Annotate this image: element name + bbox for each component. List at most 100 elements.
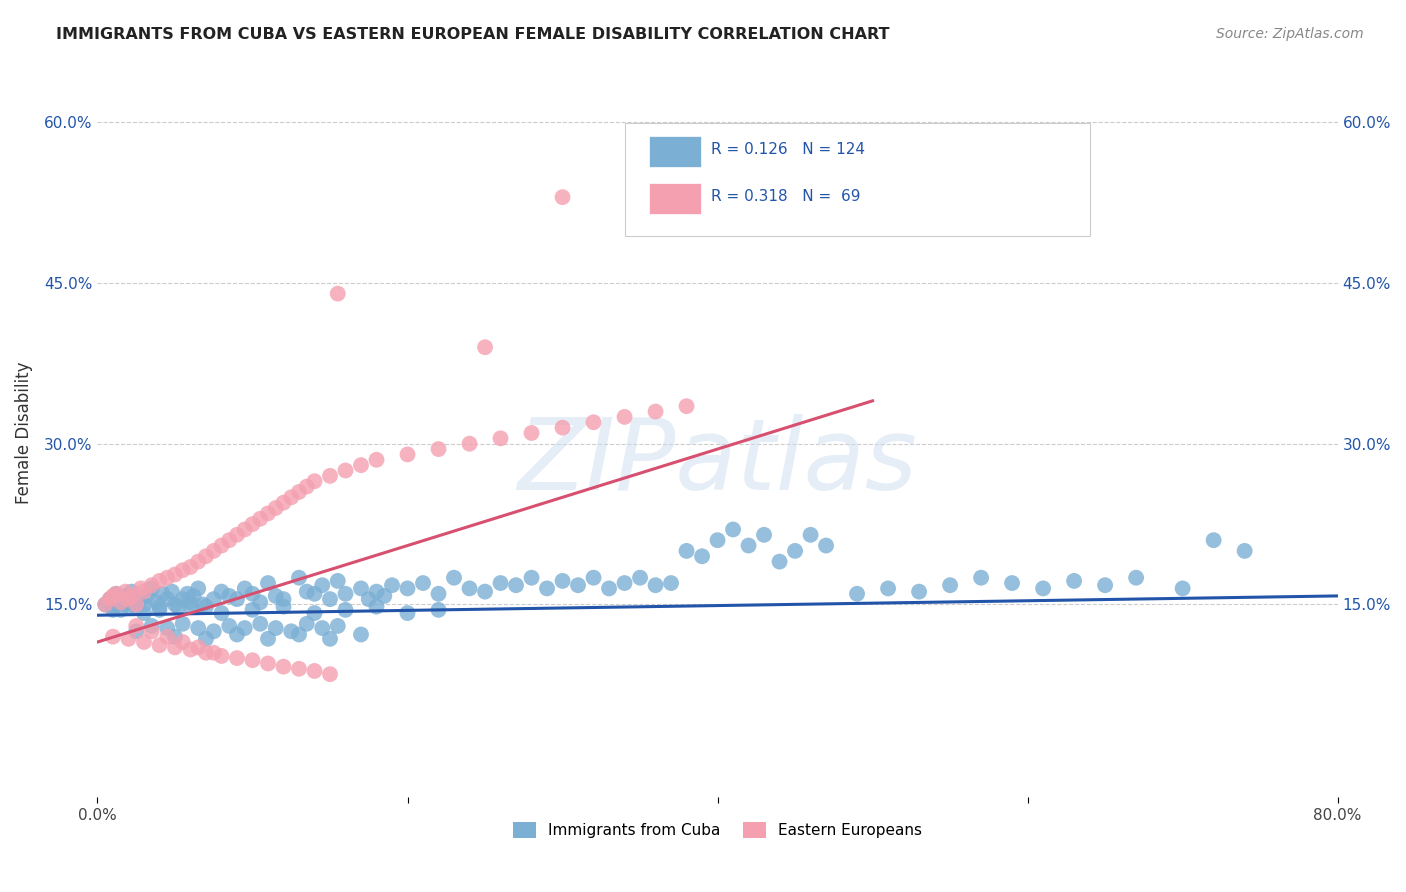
Point: [264, 589, 287, 603]
Point: [520, 425, 543, 440]
Point: [288, 662, 311, 676]
Point: [179, 595, 201, 609]
Point: [815, 539, 838, 553]
Point: [242, 603, 264, 617]
Point: [132, 598, 155, 612]
Point: [257, 507, 280, 521]
Point: [628, 571, 651, 585]
Point: [202, 544, 225, 558]
Point: [125, 599, 148, 614]
Point: [145, 595, 167, 609]
Point: [846, 587, 869, 601]
Legend: Immigrants from Cuba, Eastern Europeans: Immigrants from Cuba, Eastern Europeans: [506, 816, 928, 845]
Point: [218, 589, 240, 603]
Point: [458, 582, 481, 596]
Point: [412, 576, 434, 591]
Point: [273, 599, 295, 614]
Point: [156, 630, 179, 644]
Point: [129, 592, 152, 607]
Y-axis label: Female Disability: Female Disability: [15, 362, 32, 504]
Point: [567, 578, 589, 592]
Point: [319, 632, 342, 646]
Point: [202, 592, 225, 607]
Point: [233, 523, 256, 537]
Point: [288, 485, 311, 500]
Point: [249, 595, 271, 609]
Point: [101, 589, 124, 603]
Point: [350, 627, 373, 641]
Point: [195, 549, 218, 564]
Point: [489, 576, 512, 591]
Point: [1202, 533, 1225, 548]
Point: [172, 592, 194, 607]
Point: [335, 587, 357, 601]
Point: [396, 582, 419, 596]
Point: [551, 190, 574, 204]
Point: [1063, 574, 1085, 588]
Point: [304, 664, 326, 678]
Point: [1001, 576, 1024, 591]
Point: [163, 598, 186, 612]
Point: [257, 657, 280, 671]
Point: [121, 584, 143, 599]
FancyBboxPatch shape: [624, 123, 1090, 236]
Text: ZIPatlas: ZIPatlas: [517, 414, 918, 510]
Point: [101, 603, 124, 617]
Point: [117, 599, 139, 614]
Point: [1125, 571, 1147, 585]
Point: [326, 286, 349, 301]
Point: [295, 584, 318, 599]
Point: [366, 452, 388, 467]
Point: [273, 659, 295, 673]
Point: [396, 447, 419, 461]
Point: [179, 599, 201, 614]
Point: [257, 632, 280, 646]
Point: [148, 574, 170, 588]
Point: [381, 578, 404, 592]
Point: [211, 606, 233, 620]
Point: [582, 415, 605, 429]
Point: [613, 576, 636, 591]
Point: [613, 409, 636, 424]
Point: [1171, 582, 1194, 596]
Point: [335, 603, 357, 617]
Point: [172, 563, 194, 577]
Point: [148, 603, 170, 617]
Point: [551, 420, 574, 434]
Point: [582, 571, 605, 585]
Point: [366, 599, 388, 614]
Point: [141, 578, 163, 592]
Point: [242, 587, 264, 601]
Point: [117, 595, 139, 609]
Point: [179, 642, 201, 657]
Point: [233, 582, 256, 596]
Point: [183, 589, 205, 603]
Point: [1032, 582, 1054, 596]
Point: [319, 468, 342, 483]
Point: [163, 567, 186, 582]
Point: [752, 528, 775, 542]
Point: [242, 653, 264, 667]
Point: [226, 528, 249, 542]
Point: [264, 621, 287, 635]
Point: [335, 463, 357, 477]
Point: [110, 603, 132, 617]
Point: [226, 592, 249, 607]
Point: [121, 589, 143, 603]
Text: R = 0.318   N =  69: R = 0.318 N = 69: [711, 188, 860, 203]
Point: [195, 646, 218, 660]
Point: [783, 544, 806, 558]
Point: [304, 587, 326, 601]
Point: [167, 599, 190, 614]
Point: [644, 578, 666, 592]
Point: [675, 544, 697, 558]
Point: [156, 571, 179, 585]
Point: [520, 571, 543, 585]
Point: [1094, 578, 1116, 592]
Point: [970, 571, 993, 585]
Text: Source: ZipAtlas.com: Source: ZipAtlas.com: [1216, 27, 1364, 41]
Point: [218, 533, 240, 548]
Point: [474, 340, 496, 354]
Point: [536, 582, 558, 596]
Point: [295, 479, 318, 493]
